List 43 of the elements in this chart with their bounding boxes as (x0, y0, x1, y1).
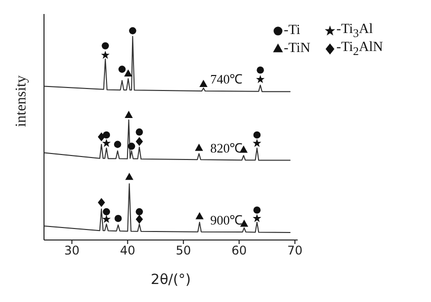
point (136, 214, 143, 224)
legend-label: -Ti (284, 22, 300, 39)
point (98, 198, 106, 208)
point (124, 69, 132, 77)
point (101, 50, 110, 59)
x-tick-label: 40 (120, 244, 136, 258)
point (253, 206, 261, 214)
point (102, 131, 110, 139)
point (252, 138, 262, 147)
x-tick-label: 30 (64, 244, 80, 258)
point (196, 212, 204, 220)
point (114, 214, 122, 222)
point (136, 208, 143, 216)
point (102, 42, 109, 50)
point (129, 27, 136, 34)
annotation: 900℃ (210, 212, 243, 228)
point (114, 140, 122, 148)
x-axis-title: 2θ/(°) (150, 272, 191, 288)
point (136, 128, 143, 136)
point (125, 172, 134, 180)
x-tick-label: 70 (287, 244, 303, 258)
point (98, 132, 106, 142)
point (199, 80, 208, 88)
point (256, 75, 265, 84)
point (128, 142, 136, 150)
point (194, 144, 204, 151)
legend-label: -Ti$_{2}$AlN (336, 40, 383, 58)
point (124, 110, 133, 118)
point (252, 214, 262, 222)
point (102, 138, 111, 147)
point (102, 208, 110, 216)
point (102, 214, 111, 223)
point (118, 66, 126, 73)
legend-label: -TiN (284, 40, 310, 57)
legend-label: -Ti$_{3}$Al (336, 22, 373, 40)
y-axis-title: intensity (13, 74, 30, 127)
annotation: 820℃ (210, 140, 243, 156)
point (136, 136, 143, 146)
x-tick-label: 60 (232, 244, 247, 258)
point (256, 66, 264, 74)
annotation: 740℃ (210, 72, 243, 87)
point (253, 131, 261, 139)
x-tick-label: 50 (176, 244, 192, 258)
